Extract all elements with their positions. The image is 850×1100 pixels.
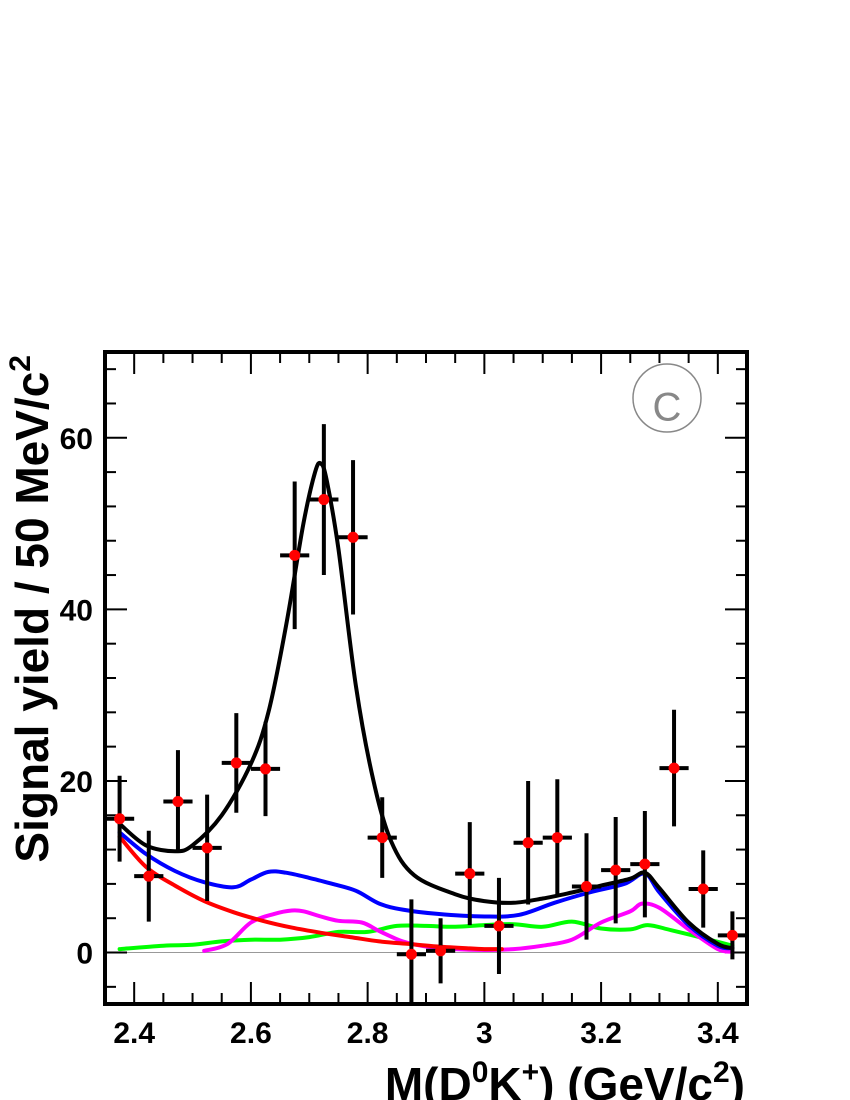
- axis-ticks: [104, 352, 748, 1004]
- data-point: [717, 911, 747, 960]
- data-point: [338, 460, 368, 615]
- data-marker: [697, 883, 709, 895]
- y-tick-label: 0: [76, 938, 93, 971]
- data-marker: [551, 832, 563, 844]
- y-tick-label: 60: [60, 423, 93, 456]
- data-point: [659, 709, 689, 827]
- data-point: [630, 810, 660, 918]
- y-tick-label: 20: [60, 766, 93, 799]
- data-marker: [172, 796, 184, 808]
- data-marker: [260, 763, 271, 775]
- panel-label-circle: [632, 363, 702, 433]
- data-marker: [114, 813, 126, 825]
- data-marker: [668, 762, 680, 774]
- data-point: [221, 713, 251, 813]
- data-marker: [318, 494, 330, 506]
- data-point: [513, 780, 543, 905]
- data-point: [542, 779, 572, 896]
- data-marker: [201, 842, 213, 854]
- data-point: [367, 797, 397, 878]
- data-marker: [522, 837, 534, 849]
- data-marker: [347, 531, 359, 543]
- y-axis-title: Signal yield / 50 MeV/c2: [4, 355, 58, 863]
- data-marker: [289, 549, 301, 561]
- x-tick-label: 3.2: [580, 1017, 622, 1050]
- data-point: [163, 750, 193, 854]
- total-fit-curve: [117, 460, 735, 951]
- data-marker: [230, 757, 242, 769]
- data-marker: [610, 864, 622, 876]
- data-point: [601, 816, 631, 924]
- data-point: [250, 721, 281, 817]
- data-marker: [143, 870, 155, 882]
- panel-label: C: [653, 386, 682, 430]
- component-curve-red: [117, 834, 504, 952]
- x-tick-label: 3.4: [697, 1017, 739, 1050]
- x-tick-label: 2.8: [347, 1017, 389, 1050]
- data-marker: [581, 880, 592, 892]
- tick-labels: 2.4 2.6 2.8 3 3.2 3.4 0 20 40 60: [60, 423, 739, 1050]
- data-point: [105, 775, 135, 862]
- fit-curves: [117, 460, 735, 954]
- data-point: [426, 918, 456, 984]
- data-marker: [726, 929, 738, 941]
- x-tick-label: 2.4: [113, 1017, 155, 1050]
- x-tick-label: 3: [476, 1017, 493, 1050]
- x-axis-title: M(D0K+) (GeV/c2): [385, 1056, 745, 1100]
- data-point: [396, 899, 426, 1004]
- data-point: [134, 830, 164, 922]
- data-marker: [464, 868, 476, 880]
- data-marker: [376, 832, 388, 844]
- data-point: [571, 833, 602, 940]
- data-points: [105, 424, 747, 1004]
- data-point: [688, 850, 718, 928]
- x-tick-label: 2.6: [230, 1017, 272, 1050]
- data-point: [309, 424, 339, 576]
- data-point: [455, 822, 485, 926]
- data-marker: [435, 945, 447, 957]
- data-point: [192, 794, 222, 902]
- data-marker: [493, 920, 505, 932]
- data-marker: [405, 948, 417, 960]
- data-marker: [639, 858, 651, 870]
- y-tick-label: 40: [60, 594, 93, 627]
- data-point: [280, 481, 310, 630]
- data-point: [484, 877, 514, 974]
